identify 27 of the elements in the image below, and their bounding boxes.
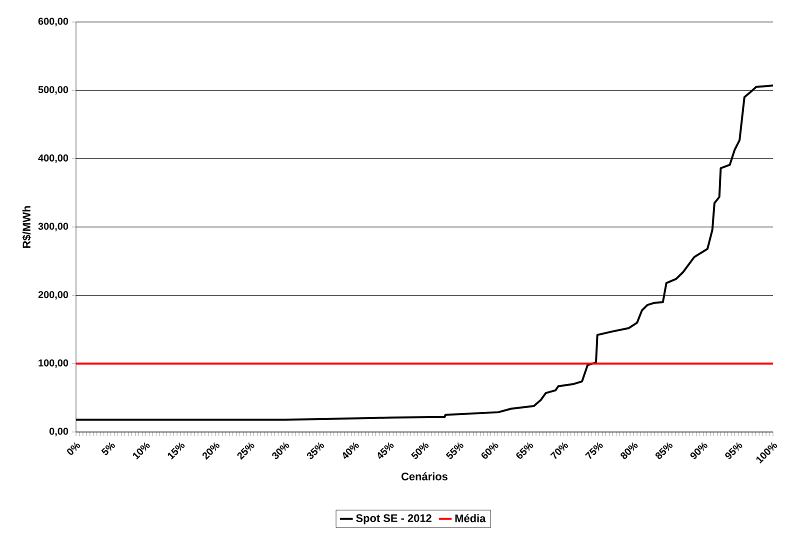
x-tick-label: 80% <box>620 442 638 460</box>
y-tick-label: 0,00 <box>49 428 68 436</box>
x-axis-title: Cenários <box>402 472 448 480</box>
y-axis-title: R$/MWh <box>22 206 32 248</box>
x-tick-label: 90% <box>690 442 708 459</box>
y-tick-label: 200,00 <box>38 291 68 300</box>
x-tick-label: 35% <box>306 442 324 460</box>
x-tick-label: 60% <box>481 442 498 459</box>
x-tick-label: 95% <box>725 442 742 459</box>
y-tick-label: 500,00 <box>38 86 68 95</box>
y-tick-label: 300,00 <box>38 222 68 232</box>
x-tick-label: 5% <box>101 442 115 456</box>
x-tick-label: 65% <box>516 442 534 459</box>
x-tick-label: 40% <box>342 442 359 459</box>
x-tick-label: 45% <box>378 442 394 459</box>
x-tick-label: 50% <box>411 442 429 459</box>
x-tick-label: 0% <box>67 442 80 455</box>
y-tick-label: 400,00 <box>38 154 68 163</box>
legend-label: Média <box>455 514 486 522</box>
x-tick-label: 55% <box>446 442 464 459</box>
legend-label: Spot SE - 2012 <box>356 514 432 524</box>
x-tick-label: 75% <box>585 442 603 459</box>
x-tick-label: 30% <box>272 442 290 460</box>
y-tick-label: 100,00 <box>38 359 68 368</box>
y-tick-label: 600,00 <box>38 18 68 26</box>
x-tick-label: 70% <box>550 442 568 459</box>
x-tick-label: 85% <box>655 442 673 460</box>
